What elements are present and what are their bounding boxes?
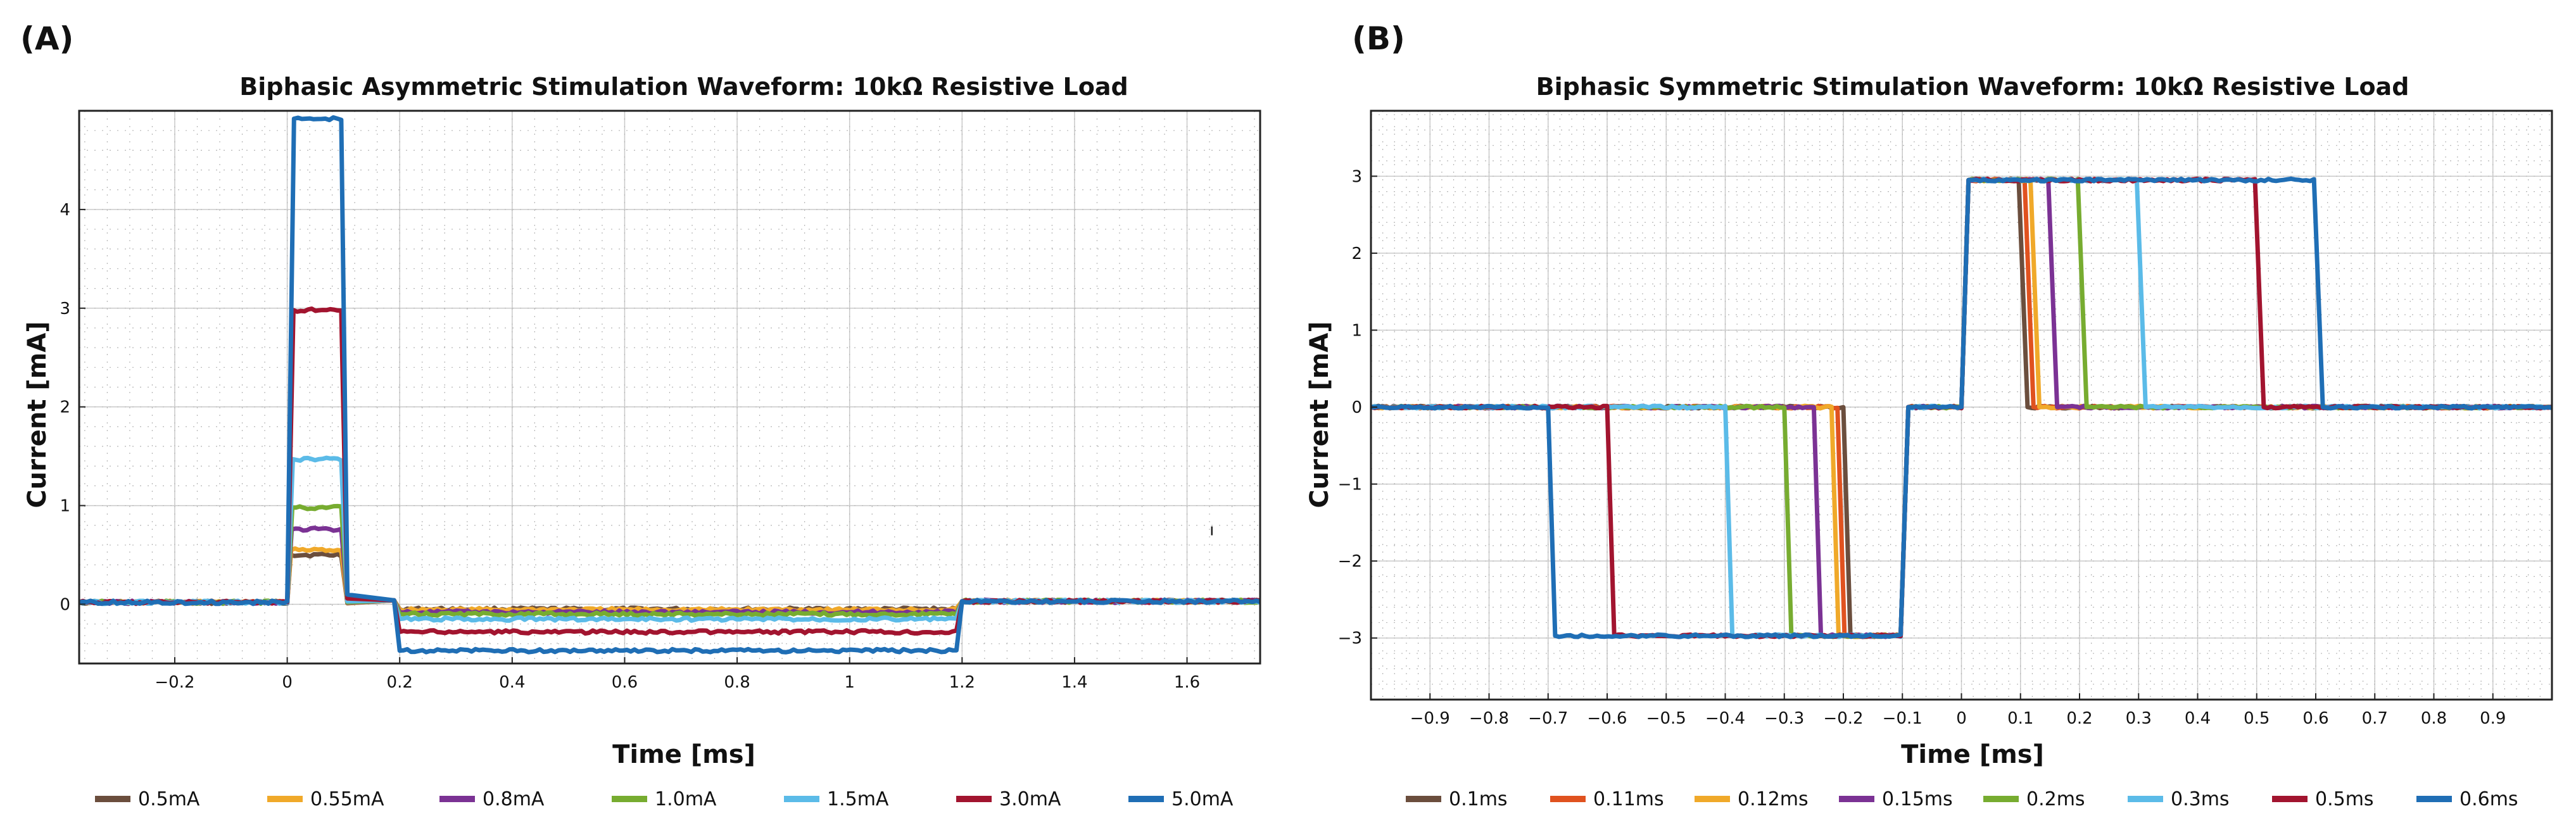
legend-label: 1.5mA bbox=[827, 788, 889, 810]
panel-b-label: (B) bbox=[1352, 20, 1405, 57]
legend-label: 0.5mA bbox=[138, 788, 200, 810]
panel-a-plot-frame bbox=[78, 110, 1261, 665]
x-tick-label: 0.8 bbox=[724, 673, 750, 692]
panel-a-title: Biphasic Asymmetric Stimulation Waveform… bbox=[239, 73, 1128, 101]
x-tick-label: 1.6 bbox=[1174, 673, 1200, 692]
x-tick-label: 0.6 bbox=[2302, 709, 2328, 728]
legend-label: 0.12ms bbox=[1738, 788, 1809, 810]
series-line-5.0mA bbox=[79, 115, 1261, 655]
legend-label: 0.8mA bbox=[483, 788, 545, 810]
x-tick-label: −0.6 bbox=[1587, 709, 1627, 728]
x-tick-label: −0.5 bbox=[1646, 709, 1686, 728]
legend-label: 0.3ms bbox=[2171, 788, 2230, 810]
x-tick-label: 0.6 bbox=[612, 673, 638, 692]
legend-label: 3.0mA bbox=[999, 788, 1061, 810]
x-tick-label: 0 bbox=[282, 673, 293, 692]
x-tick-label: 0.7 bbox=[2362, 709, 2388, 728]
series-line-1.5mA bbox=[79, 455, 1261, 623]
legend-label: 1.0mA bbox=[655, 788, 717, 810]
panel-b-legend: 0.1ms 0.11ms 0.12ms 0.15ms 0.2ms 0.3ms 0.5ms 0.… bbox=[1406, 788, 2518, 810]
x-tick-label: 0.4 bbox=[499, 673, 525, 692]
legend-label: 0.6ms bbox=[2459, 788, 2518, 810]
panel-b-series bbox=[1370, 176, 2553, 639]
panel-a: (A) Biphasic Asymmetric Stimulation Wave… bbox=[20, 20, 1261, 810]
panel-a-x-label: Time [ms] bbox=[612, 740, 755, 769]
panel-a-label: (A) bbox=[20, 20, 73, 57]
x-tick-label: 0.3 bbox=[2126, 709, 2152, 728]
x-tick-label: 1.4 bbox=[1061, 673, 1087, 692]
panel-a-annotation: ı bbox=[1209, 520, 1214, 539]
y-tick-label: −1 bbox=[1338, 475, 1362, 494]
panel-a-series bbox=[78, 115, 1261, 655]
x-tick-label: 1.2 bbox=[949, 673, 975, 692]
y-tick-label: 4 bbox=[60, 201, 70, 220]
legend-label: 0.55mA bbox=[310, 788, 384, 810]
legend-label: 0.11ms bbox=[1593, 788, 1664, 810]
y-tick-label: 0 bbox=[60, 595, 70, 614]
y-tick-label: −3 bbox=[1338, 629, 1362, 648]
panel-b-x-ticks: −0.9 −0.8 −0.7 −0.6 −0.5 −0.4 −0.3 −0.2 −0.1 0 0.1… bbox=[1410, 693, 2506, 728]
legend-label: 0.5ms bbox=[2315, 788, 2374, 810]
x-tick-label: 0.9 bbox=[2480, 709, 2506, 728]
y-tick-label: 3 bbox=[60, 299, 70, 318]
x-tick-label: 0.2 bbox=[387, 673, 413, 692]
panel-b-y-label: Current [mA] bbox=[1305, 321, 1334, 508]
x-tick-label: −0.7 bbox=[1528, 709, 1568, 728]
legend-label: 5.0mA bbox=[1171, 788, 1234, 810]
x-tick-label: 0.2 bbox=[2066, 709, 2092, 728]
y-tick-label: 2 bbox=[1351, 244, 1362, 263]
y-tick-label: 0 bbox=[1351, 398, 1362, 417]
panel-a-y-label: Current [mA] bbox=[23, 321, 52, 508]
x-tick-label: −0.8 bbox=[1469, 709, 1509, 728]
panel-a-y-ticks: 0 1 2 3 4 bbox=[60, 201, 85, 614]
panel-a-x-ticks: −0.2 0 0.2 0.4 0.6 0.8 1 1.2 1.4 1.6 bbox=[155, 657, 1200, 692]
panel-a-legend: 0.5mA 0.55mA 0.8mA 1.0mA 1.5mA 3.0mA 5.0mA bbox=[95, 788, 1234, 810]
legend-label: 0.1ms bbox=[1449, 788, 1508, 810]
x-tick-label: 0.8 bbox=[2421, 709, 2447, 728]
x-tick-label: 0.5 bbox=[2244, 709, 2270, 728]
legend-label: 0.15ms bbox=[1882, 788, 1953, 810]
x-tick-label: 0 bbox=[1956, 709, 1967, 728]
y-tick-label: 2 bbox=[60, 398, 70, 417]
x-tick-label: −0.2 bbox=[1823, 709, 1863, 728]
x-tick-label: −0.2 bbox=[155, 673, 194, 692]
x-tick-label: 1 bbox=[844, 673, 855, 692]
y-tick-label: 3 bbox=[1351, 167, 1362, 186]
panel-b-title: Biphasic Symmetric Stimulation Waveform:… bbox=[1536, 73, 2409, 101]
y-tick-label: −2 bbox=[1338, 552, 1362, 571]
y-tick-label: 1 bbox=[60, 497, 70, 516]
x-tick-label: −0.3 bbox=[1764, 709, 1804, 728]
x-tick-label: −0.1 bbox=[1883, 709, 1923, 728]
series-line-0.6ms bbox=[1370, 176, 2553, 639]
panel-b-y-ticks: −3 −2 −1 0 1 2 3 bbox=[1338, 167, 1377, 648]
x-tick-label: 0.4 bbox=[2185, 709, 2211, 728]
legend-label: 0.2ms bbox=[2026, 788, 2085, 810]
y-tick-label: 1 bbox=[1351, 321, 1362, 340]
x-tick-label: −0.9 bbox=[1410, 709, 1450, 728]
panel-a-grid bbox=[79, 110, 1260, 663]
panel-b: (B) Biphasic Symmetric Stimulation Wavef… bbox=[1305, 20, 2553, 810]
x-tick-label: −0.4 bbox=[1705, 709, 1745, 728]
x-tick-label: 0.1 bbox=[2007, 709, 2033, 728]
panel-b-x-label: Time [ms] bbox=[1901, 740, 2044, 769]
